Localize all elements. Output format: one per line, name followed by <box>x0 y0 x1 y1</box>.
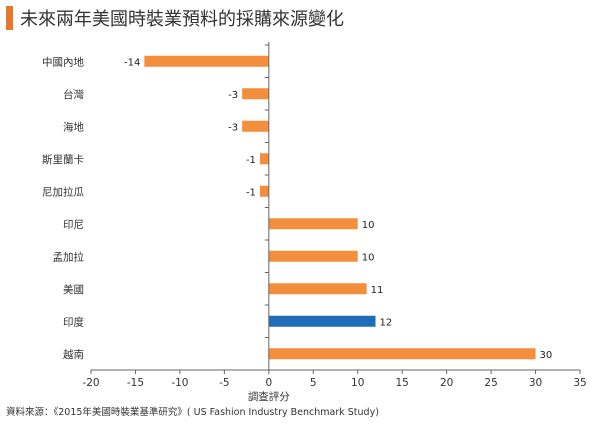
x-tick-label-9: 25 <box>484 377 497 389</box>
x-tick-label-3: -5 <box>219 377 229 389</box>
x-tick-label-0: -20 <box>82 377 99 389</box>
category-label-6: 孟加拉 <box>53 250 85 263</box>
bar-9 <box>268 348 536 360</box>
category-label-4: 尼加拉瓜 <box>42 185 84 198</box>
x-tick-label-2: -10 <box>171 377 188 389</box>
x-tick-label-10: 30 <box>529 377 542 389</box>
x-axis-label: 調查評分 <box>248 390 290 403</box>
category-label-2: 海地 <box>63 120 84 133</box>
value-label-3: -1 <box>246 155 256 166</box>
x-tick-label-5: 5 <box>310 377 317 389</box>
category-label-9: 越南 <box>63 348 84 361</box>
value-label-6: 10 <box>362 252 375 263</box>
bar-3 <box>259 153 269 165</box>
x-tick-label-8: 20 <box>440 377 453 389</box>
value-label-9: 30 <box>540 350 553 361</box>
x-tick-label-6: 10 <box>351 377 364 389</box>
x-tick-label-1: -15 <box>127 377 144 389</box>
category-label-7: 美國 <box>63 283 84 296</box>
x-tick-label-7: 15 <box>395 377 408 389</box>
value-label-5: 10 <box>362 220 375 231</box>
value-label-0: -14 <box>124 57 140 68</box>
value-label-8: 12 <box>380 317 393 328</box>
category-label-3: 斯里蘭卡 <box>42 153 84 166</box>
bar-2 <box>242 120 269 132</box>
category-label-1: 台灣 <box>63 88 84 101</box>
source-note: 資料來源：《2015年美國時裝業基準研究》( US Fashion Indust… <box>6 407 379 418</box>
bar-6 <box>268 250 358 262</box>
category-label-5: 印尼 <box>63 219 84 231</box>
category-label-0: 中國內地 <box>42 55 84 68</box>
bar-0 <box>144 55 269 67</box>
value-label-4: -1 <box>246 187 256 198</box>
bar-7 <box>268 283 367 295</box>
category-label-8: 印度 <box>63 315 84 328</box>
value-label-7: 11 <box>371 285 384 296</box>
value-label-2: -3 <box>228 122 238 133</box>
value-label-1: -3 <box>228 90 238 101</box>
x-tick-label-4: 0 <box>265 377 272 389</box>
chart-title: 未來兩年美國時裝業預料的採購來源變化 <box>20 9 344 30</box>
x-tick-label-11: 35 <box>573 377 586 389</box>
bar-8 <box>268 315 376 327</box>
title-accent-bar <box>6 6 13 30</box>
bar-4 <box>259 185 269 197</box>
bar-1 <box>242 88 269 100</box>
bar-5 <box>268 218 358 230</box>
